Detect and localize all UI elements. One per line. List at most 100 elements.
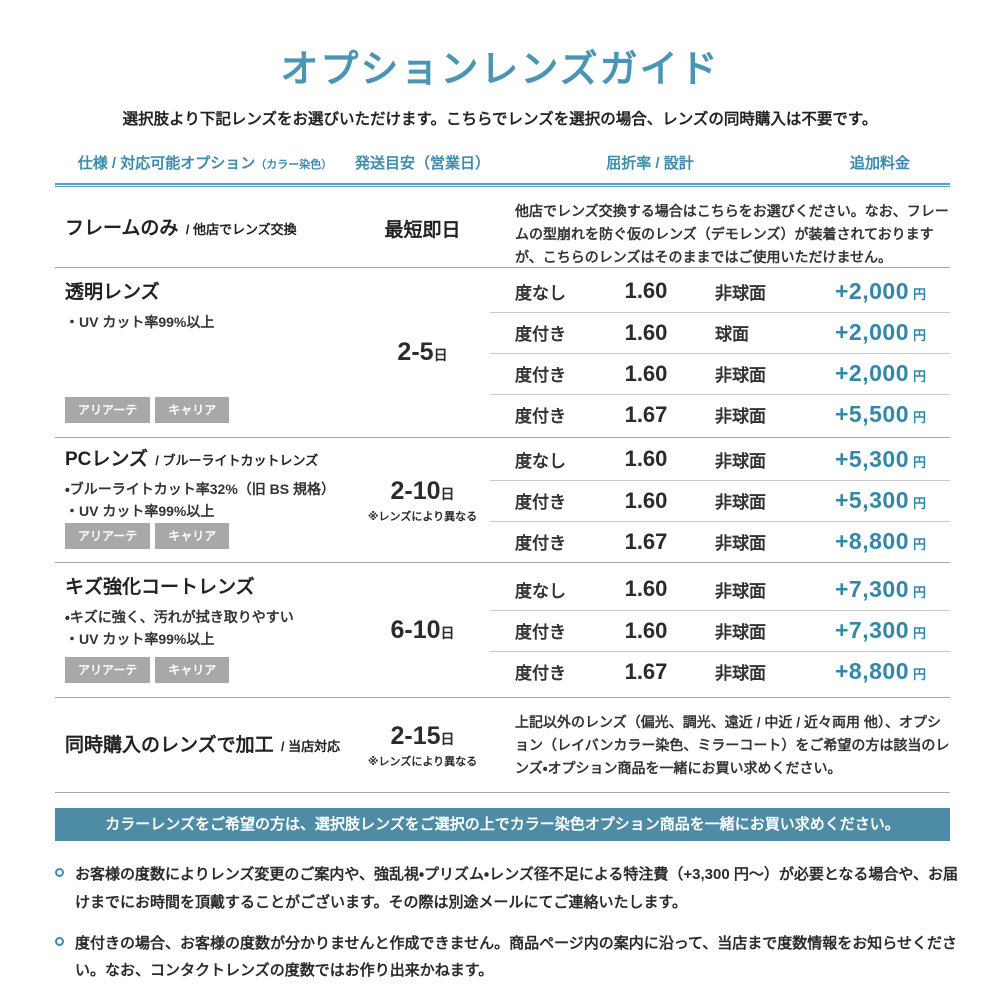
header-spec-note: （カラー染色） xyxy=(255,158,333,171)
shipping-days: 2-15 xyxy=(390,721,441,750)
row-title: 透明レンズ xyxy=(65,282,160,303)
price-value: +2,000 xyxy=(835,277,909,304)
option-list: 度なし 1.60 非球面 +5,300 円 度付き 1.60 非球面 +5,300… xyxy=(490,438,950,563)
option-design: 非球面 xyxy=(715,581,766,601)
option-design: 非球面 xyxy=(715,366,766,385)
feature-item: ・UV カット率99%以上 xyxy=(65,313,215,330)
table-header: 仕様 / 対応可能オプション（カラー染色） 発送目安（営業日） 屈折率 / 設計… xyxy=(55,147,950,177)
notes-section: お客様の度数によりレンズ変更のご案内や、強乱視・プリズム・レンズ径不足による特注… xyxy=(55,861,965,985)
option-type: 度付き xyxy=(515,493,566,513)
option-row: 度付き 1.60 球面 +2,000 円 xyxy=(490,311,950,353)
price-value: +5,300 xyxy=(835,445,909,472)
option-price: +5,500 円 xyxy=(810,401,950,428)
option-type: 度付き xyxy=(515,534,566,554)
row-title-suffix: / 当店対応 xyxy=(280,738,341,754)
price-unit: 円 xyxy=(913,626,927,641)
spec-cell: フレームのみ / 他店でレンズ交換 xyxy=(55,187,355,269)
price-value: +8,800 xyxy=(835,658,909,684)
shipping-cell: 最短即日 xyxy=(355,187,490,269)
option-type: 度なし xyxy=(515,283,566,303)
option-design: 球面 xyxy=(715,325,749,344)
shipping-days: 6-10 xyxy=(390,615,441,644)
option-type: 度なし xyxy=(515,581,566,601)
table-row-pc-lens: PCレンズ / ブルーライトカットレンズ ・ブルーライトカット率32%（旧 BS… xyxy=(55,438,950,563)
badge-career: キャリア xyxy=(155,522,230,549)
row-description: 上記以外のレンズ（偏光、調光、遠近 / 中近 / 近々両用 他）、オプション（レ… xyxy=(515,714,950,777)
feature-list: ・キズに強く、汚れが拭き取りやすい ・UV カット率99%以上 xyxy=(65,606,355,651)
option-type: 度付き xyxy=(515,407,566,426)
feature-item: ・キズに強く、汚れが拭き取りやすい xyxy=(65,608,294,625)
shipping-estimate: 最短即日 xyxy=(384,219,461,241)
badge-ariaate: アリアーテ xyxy=(65,657,151,683)
price-unit: 円 xyxy=(913,667,927,682)
option-price: +5,300 円 xyxy=(810,446,950,473)
option-design: 非球面 xyxy=(715,623,766,642)
badge-career: キャリア xyxy=(155,397,230,423)
price-unit: 円 xyxy=(913,496,927,512)
shipping-unit: 日 xyxy=(433,347,448,363)
option-row: 度付き 1.67 非球面 +8,800 円 xyxy=(490,650,950,692)
feature-list: ・UV カット率99%以上 xyxy=(65,311,355,333)
row-title-main: フレームのみ xyxy=(65,217,179,239)
shipping-cell: 2-10日 ※レンズにより異なる xyxy=(355,438,490,563)
option-price: +8,800 円 xyxy=(810,658,950,685)
header-extra-fee: 追加料金 xyxy=(849,154,910,172)
shipping-unit: 日 xyxy=(440,624,455,641)
color-lens-banner: カラーレンズをご希望の方は、選択肢レンズをご選択の上でカラー染色オプション商品を… xyxy=(55,808,950,841)
option-type: 度付き xyxy=(515,325,566,344)
option-refraction-index: 1.60 xyxy=(624,576,668,601)
option-design: 非球面 xyxy=(715,407,766,426)
option-refraction-index: 1.67 xyxy=(624,528,668,554)
option-design: 非球面 xyxy=(715,664,766,683)
feature-item: ・ブルーライトカット率32%（旧 BS 規格） xyxy=(65,480,336,497)
price-unit: 円 xyxy=(913,369,927,384)
option-refraction-index: 1.60 xyxy=(624,487,668,513)
option-refraction-index: 1.60 xyxy=(624,319,668,345)
shipping-note: ※レンズにより異なる xyxy=(367,510,478,523)
header-spec: 仕様 / 対応可能オプション（カラー染色） xyxy=(55,152,355,173)
option-design: 非球面 xyxy=(715,534,766,554)
option-refraction-index: 1.67 xyxy=(624,401,668,427)
option-row: 度付き 1.67 非球面 +5,500 円 xyxy=(490,393,950,435)
note-item: お客様の度数によりレンズ変更のご案内や、強乱視・プリズム・レンズ径不足による特注… xyxy=(55,861,965,917)
lens-option-table: 仕様 / 対応可能オプション（カラー染色） 発送目安（営業日） 屈折率 / 設計… xyxy=(55,147,950,793)
option-price: +7,300 円 xyxy=(810,576,950,603)
shipping-cell: 2-5日 xyxy=(355,268,490,437)
row-title: 同時購入のレンズで加工 / 当店対応 xyxy=(65,734,355,758)
table-row-scratch-coat-lens: キズ強化コートレンズ ・キズに強く、汚れが拭き取りやすい ・UV カット率99%… xyxy=(55,563,950,698)
spec-cell: 同時購入のレンズで加工 / 当店対応 xyxy=(55,698,355,792)
shipping-unit: 日 xyxy=(440,730,455,747)
option-price: +8,800 円 xyxy=(810,528,950,555)
row-title-suffix: / 他店でレンズ交換 xyxy=(185,221,297,237)
row-title: キズ強化コートレンズ xyxy=(65,577,255,598)
price-value: +2,000 xyxy=(835,360,909,386)
option-refraction-index: 1.60 xyxy=(624,446,668,472)
price-unit: 円 xyxy=(913,410,927,425)
option-list: 度なし 1.60 非球面 +2,000 円 度付き 1.60 球面 +2,000 円… xyxy=(490,268,950,437)
option-row: 度なし 1.60 非球面 +2,000 円 xyxy=(490,271,950,312)
shipping-unit: 日 xyxy=(440,485,455,502)
badge-ariaate: アリアーテ xyxy=(65,397,151,423)
price-value: +5,300 xyxy=(835,487,909,514)
price-value: +2,000 xyxy=(835,319,909,345)
page-title: オプションレンズガイド xyxy=(280,49,720,91)
row-title-main: 同時購入のレンズで加工 xyxy=(65,734,274,756)
option-type: 度付き xyxy=(515,366,566,385)
badge-ariaate: アリアーテ xyxy=(65,522,151,549)
shipping-estimate: 2-5日 xyxy=(397,338,447,367)
option-row: 度付き 1.67 非球面 +8,800 円 xyxy=(490,520,950,562)
row-title-main: PCレンズ xyxy=(65,449,149,470)
circle-bullet-icon xyxy=(55,936,64,946)
row-title-suffix: / ブルーライトカットレンズ xyxy=(155,453,319,468)
badge-group: アリアーテ キャリア xyxy=(65,522,355,549)
spec-cell: 透明レンズ ・UV カット率99%以上 アリアーテ キャリア xyxy=(55,268,355,437)
feature-item: ・UV カット率99%以上 xyxy=(65,503,215,520)
option-row: 度付き 1.60 非球面 +2,000 円 xyxy=(490,352,950,394)
shipping-days: 2-5 xyxy=(397,338,434,366)
option-price: +5,300 円 xyxy=(810,487,950,514)
option-row: 度なし 1.60 非球面 +7,300 円 xyxy=(490,569,950,610)
price-unit: 円 xyxy=(913,537,927,553)
header-divider xyxy=(55,183,950,187)
feature-item: ・UV カット率99%以上 xyxy=(65,631,215,648)
